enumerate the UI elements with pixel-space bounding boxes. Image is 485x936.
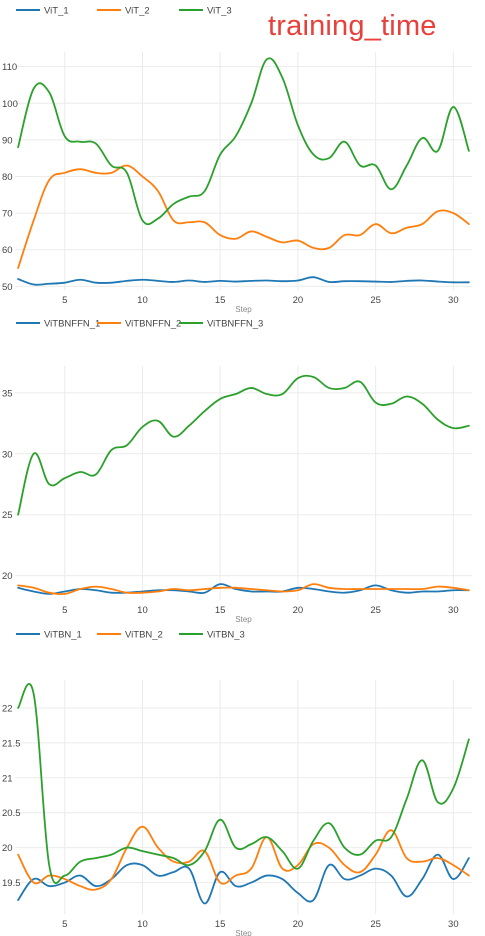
y-tick-label: 20.5 [2,808,21,819]
legend-item[interactable]: ViTBNFFN_2 [97,319,181,330]
x-tick-label: 10 [137,295,148,306]
legend-label: ViTBN_3 [207,630,245,641]
x-tick-label: 15 [215,919,226,930]
x-axis-title: Step [235,305,252,314]
y-tick-label: 110 [2,62,17,73]
x-tick-label: 5 [62,919,67,930]
x-axis-title: Step [235,929,252,936]
chart-title: training_time [268,10,437,42]
legend-label: ViT_2 [125,6,150,17]
y-tick-label: 30 [2,449,13,460]
x-tick-label: 10 [137,919,148,930]
y-tick-label: 80 [2,172,13,183]
legend-item[interactable]: ViTBNFFN_3 [179,319,263,330]
legend-item[interactable]: ViT_1 [16,6,69,17]
chart-panel-1: 50 60 70 80 90 100 110 5 10 15 20 25 30 Step ViT_1 ViT_… [2,6,472,314]
y-tick-label: 19.5 [2,878,21,889]
legend-label: ViTBNFFN_1 [44,319,100,330]
series-line-ViTBNFFN_2 [17,583,470,596]
y-tick-label: 35 [2,388,13,399]
legend-label: ViTBN_2 [125,630,163,641]
series-line-ViT_3 [17,57,470,226]
y-tick-label: 22 [2,703,13,714]
legend-item[interactable]: ViT_3 [179,6,232,17]
series-line-ViTBNFFN_1 [17,583,470,595]
x-tick-label: 20 [293,605,304,616]
legend-label: ViT_3 [207,6,232,17]
legend-item[interactable]: ViT_2 [97,6,150,17]
y-tick-label: 20 [2,843,13,854]
x-tick-label: 25 [370,919,381,930]
legend-label: ViT_1 [44,6,69,17]
series-line-ViT_2 [17,164,470,269]
x-tick-label: 15 [215,295,226,306]
legend-item[interactable]: ViTBN_3 [179,630,245,641]
series-group [17,57,470,286]
legend-label: ViTBNFFN_2 [125,319,181,330]
y-tick-label: 60 [2,245,13,256]
x-tick-label: 5 [62,605,67,616]
series-line-ViT_1 [17,276,470,286]
x-tick-label: 10 [137,605,148,616]
y-tick-label: 100 [2,99,18,110]
legend-item[interactable]: ViTBN_2 [97,630,163,641]
legend-label: ViTBNFFN_3 [207,319,263,330]
series-line-ViTBN_1 [17,853,470,905]
y-tick-label: 25 [2,510,13,521]
series-line-ViTBN_3 [17,683,470,884]
x-tick-label: 25 [370,295,381,306]
x-tick-label: 30 [448,295,459,306]
series-line-ViTBN_2 [17,825,470,891]
legend-item[interactable]: ViTBNFFN_1 [16,319,100,330]
series-group [17,683,470,905]
y-tick-label: 90 [2,135,13,146]
x-tick-label: 20 [293,295,304,306]
x-axis-title: Step [235,615,252,624]
y-tick-label: 21.5 [2,738,21,749]
y-tick-label: 21 [2,773,13,784]
y-tick-label: 20 [2,571,13,582]
series-line-ViTBNFFN_3 [17,374,470,516]
x-tick-label: 25 [370,605,381,616]
legend-item[interactable]: ViTBN_1 [16,630,82,641]
chart-panel-3: 19.5 20 20.5 21 21.5 22 5 10 15 20 25 30 Step ViTBN_1… [2,630,472,936]
y-tick-label: 50 [2,282,13,293]
chart-panel-2: 20 25 30 35 5 10 15 20 25 30 Step ViTBNFFN_1 ViTBNFF… [2,319,472,624]
x-tick-label: 20 [293,919,304,930]
x-tick-label: 15 [215,605,226,616]
x-tick-label: 5 [62,295,67,306]
series-group [17,374,470,596]
x-tick-label: 30 [448,919,459,930]
x-tick-label: 30 [448,605,459,616]
legend-label: ViTBN_1 [44,630,82,641]
y-tick-label: 70 [2,209,13,220]
